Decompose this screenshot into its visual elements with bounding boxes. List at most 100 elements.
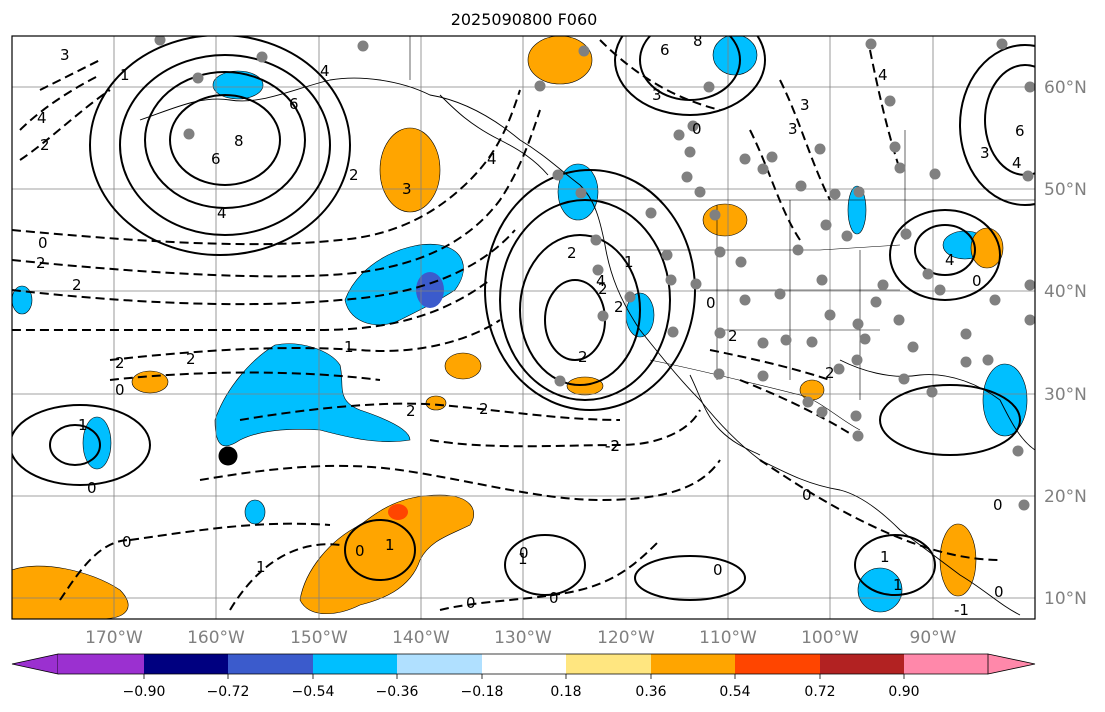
- shaded-fields: [12, 36, 1028, 619]
- contour-label: 3: [788, 120, 798, 138]
- colorbar-segment: [904, 654, 988, 674]
- red-tropical-core: [388, 504, 408, 520]
- lon-label-130w: 130°W: [494, 628, 552, 648]
- contour-label: 3: [402, 180, 412, 198]
- contour-label: 6: [1015, 122, 1025, 140]
- lon-label-160w: 160°W: [187, 628, 245, 648]
- blue-region-southwest: [214, 343, 411, 447]
- colorbar: −0.90 −0.72 −0.54 −0.36 −0.18 0.18 0.36 …: [11, 653, 1036, 700]
- orange-pacific-4: [425, 395, 447, 411]
- contour-label: -1: [954, 601, 969, 619]
- orange-pacific-3: [566, 376, 604, 396]
- blue-small-2: [12, 285, 33, 315]
- orange-pacific-2: [131, 370, 169, 394]
- colorbar-segment: [820, 654, 904, 674]
- map-background: [12, 36, 1035, 619]
- contour-label: 0: [994, 583, 1004, 601]
- contour-label: 0: [802, 486, 812, 504]
- lon-label-100w: 100°W: [801, 628, 859, 648]
- contour-label: 1: [78, 416, 88, 434]
- contour-label: 0: [355, 542, 365, 560]
- contour-label: 2: [825, 364, 835, 382]
- contour-label: 3: [800, 96, 810, 114]
- colorbar-segment: [313, 654, 397, 674]
- lat-label-30n: 30°N: [1044, 385, 1087, 405]
- contour-label: 2: [349, 166, 359, 184]
- contour-label: 4: [37, 109, 47, 127]
- blue-gulf-mexico: [857, 567, 903, 613]
- colorbar-tick-label: −0.72: [207, 684, 250, 700]
- contour-label: 6: [289, 95, 299, 113]
- strong-blue-core: [416, 272, 444, 308]
- lat-label-60n: 60°N: [1044, 78, 1087, 98]
- colorbar-segment: [144, 654, 228, 674]
- lon-label-150w: 150°W: [290, 628, 348, 648]
- contour-label: 0: [519, 544, 529, 562]
- contour-label: 3: [60, 46, 70, 64]
- colorbar-segment: [566, 654, 651, 674]
- contour-label: 4: [1012, 154, 1022, 172]
- blue-alaska-north: [212, 70, 264, 100]
- colorbar-segment: [651, 654, 735, 674]
- contour-label: 2: [406, 402, 416, 420]
- contour-label: 0: [706, 294, 716, 312]
- blue-small-1: [244, 499, 266, 525]
- contour-label: -2: [605, 437, 620, 455]
- contour-label: 2: [186, 350, 196, 368]
- chart-title: 2025090800 F060: [450, 10, 598, 29]
- lat-label-40n: 40°N: [1044, 282, 1087, 302]
- colorbar-tick-label: −0.90: [123, 684, 166, 700]
- colorbar-segment: [228, 654, 313, 674]
- station-markers: [154, 36, 1035, 511]
- orange-north-top: [527, 36, 593, 85]
- longitude-labels: 170°W 160°W 150°W 140°W 130°W 120°W 110°…: [85, 628, 957, 648]
- contour-label: -2: [605, 437, 620, 455]
- contour-label: 2: [40, 136, 50, 154]
- solid-contours: [12, 36, 1035, 601]
- contour-label: 0: [466, 594, 476, 612]
- colorbar-tick-label: −0.18: [461, 684, 504, 700]
- contour-label: 1: [344, 338, 354, 356]
- lat-label-50n: 50°N: [1044, 180, 1087, 200]
- contour-label: 0: [87, 479, 97, 497]
- colorbar-extend-left: [11, 653, 59, 675]
- contour-label: 1: [893, 576, 903, 594]
- lon-label-90w: 90°W: [910, 628, 957, 648]
- contour-label: 2: [614, 298, 624, 316]
- lat-label-10n: 10°N: [1044, 589, 1087, 609]
- contour-label: 8: [234, 132, 244, 150]
- contour-label: 2: [598, 280, 608, 298]
- contour-labels: 3 1 2 4 6 8 6 4 2 0 2 4 2 3 4 3 3 6 8 0 …: [36, 32, 1025, 619]
- contour-label: 4: [878, 66, 888, 84]
- contour-label: 2: [567, 244, 577, 262]
- colorbar-tick-label: 0.18: [550, 684, 581, 700]
- colorbar-segment: [397, 654, 482, 674]
- blue-north-top: [712, 36, 758, 76]
- contour-label: 1: [256, 558, 266, 576]
- black-marker-dot: [218, 446, 238, 466]
- contour-label: 2: [479, 400, 489, 418]
- contour-label: 2: [36, 254, 46, 272]
- map-frame: [11, 35, 1036, 620]
- orange-gulf-alaska: [379, 127, 441, 213]
- contour-label: 2: [115, 354, 125, 372]
- contour-label: 1: [385, 536, 395, 554]
- orange-central-america: [939, 523, 977, 597]
- colorbar-tick-label: 0.72: [804, 684, 835, 700]
- colorbar-tick-label: 0.54: [719, 684, 750, 700]
- lon-label-170w: 170°W: [85, 628, 143, 648]
- contour-label: 0: [692, 120, 702, 138]
- contour-label: 0: [122, 533, 132, 551]
- contour-label: 2: [728, 327, 738, 345]
- lon-label-120w: 120°W: [597, 628, 655, 648]
- orange-rockies: [702, 203, 748, 237]
- contour-label: 1: [880, 548, 890, 566]
- contour-label: 4: [217, 204, 227, 222]
- contour-label: 8: [693, 32, 703, 50]
- contour-label: 4: [596, 272, 606, 290]
- blue-east-coast: [982, 363, 1028, 437]
- lon-label-110w: 110°W: [699, 628, 757, 648]
- contour-label: 3: [652, 86, 662, 104]
- contour-label: 0: [972, 272, 982, 290]
